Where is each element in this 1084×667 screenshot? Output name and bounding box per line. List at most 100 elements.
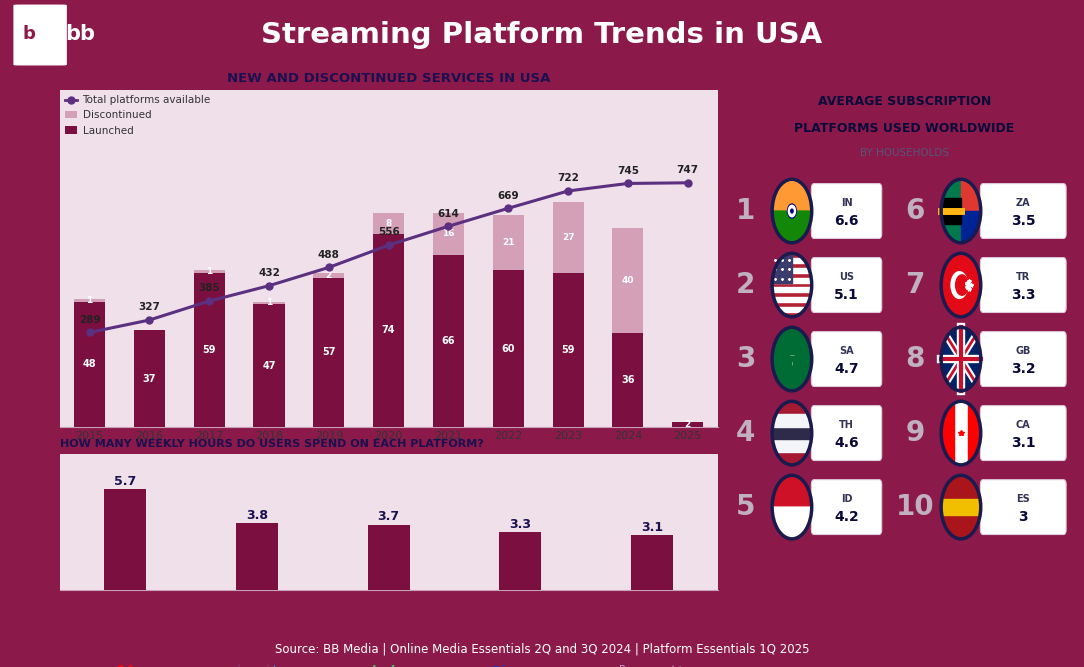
Text: 40: 40 [621,276,634,285]
Text: 4.7: 4.7 [835,362,859,376]
Title: NEW AND DISCONTINUED SERVICES IN USA: NEW AND DISCONTINUED SERVICES IN USA [227,72,551,85]
Text: 385: 385 [198,283,220,293]
Text: SA: SA [839,346,854,356]
Polygon shape [772,258,812,263]
Text: bb: bb [65,23,95,43]
Text: 48: 48 [82,360,96,370]
Text: 1: 1 [736,197,756,225]
Circle shape [941,476,981,539]
Text: HOW MANY WEEKLY HOURS DO USERS SPEND ON EACH PLATFORM?: HOW MANY WEEKLY HOURS DO USERS SPEND ON … [60,439,483,449]
Circle shape [941,253,981,317]
Text: 37: 37 [143,374,156,384]
Text: |: | [791,362,792,366]
Polygon shape [772,414,812,427]
FancyBboxPatch shape [812,480,881,534]
FancyBboxPatch shape [980,406,1066,460]
Text: 8: 8 [905,345,925,373]
Polygon shape [968,402,981,465]
Text: 614: 614 [438,209,460,219]
Text: CA: CA [1016,420,1031,430]
Text: 7: 7 [905,271,925,299]
Bar [254,304,284,427]
FancyBboxPatch shape [980,480,1066,534]
Bar [373,233,404,427]
Text: 8: 8 [386,219,391,227]
FancyBboxPatch shape [980,257,1066,312]
Circle shape [951,271,968,298]
Text: 745: 745 [617,165,638,175]
Text: 3.1: 3.1 [1010,436,1035,450]
Bar [133,330,165,427]
Bar [631,535,673,590]
Bar [74,301,105,427]
Bar [313,278,345,427]
Text: 327: 327 [139,302,160,312]
Text: —: — [789,354,795,358]
Polygon shape [772,440,812,452]
Text: 1: 1 [87,295,92,305]
Text: ID: ID [841,494,852,504]
Text: 74: 74 [382,325,396,336]
Circle shape [941,402,981,465]
Polygon shape [772,297,812,302]
Bar [367,524,410,590]
Text: 59: 59 [562,345,575,355]
Text: 3: 3 [1018,510,1028,524]
Bar [772,253,792,283]
Bar [194,270,224,273]
Text: IN: IN [841,198,852,208]
Polygon shape [772,287,812,292]
Text: 47: 47 [262,361,275,371]
Text: Streaming Platform Trends in USA: Streaming Platform Trends in USA [261,21,823,49]
FancyBboxPatch shape [812,331,881,386]
Bar [254,301,284,304]
Text: prime video: prime video [227,666,288,667]
Text: 3.7: 3.7 [377,510,400,524]
Text: 66: 66 [441,336,455,346]
Text: 5.7: 5.7 [114,475,137,488]
Polygon shape [941,198,960,223]
Text: 1: 1 [206,267,212,276]
Text: 289: 289 [79,315,101,325]
Circle shape [772,253,812,317]
Text: 2: 2 [685,420,691,429]
Text: 6.6: 6.6 [835,214,859,228]
Circle shape [772,327,812,391]
Polygon shape [772,211,812,243]
FancyBboxPatch shape [812,406,881,460]
Circle shape [772,476,812,539]
Text: 722: 722 [557,173,579,183]
Text: ZA: ZA [1016,198,1031,208]
Circle shape [790,209,793,213]
Text: 488: 488 [318,249,339,259]
Text: 4: 4 [736,419,756,447]
FancyBboxPatch shape [812,257,881,312]
Bar [553,273,583,427]
Text: AVERAGE SUBSCRIPTION: AVERAGE SUBSCRIPTION [818,95,991,108]
Legend: Total platforms available, Discontinued, Launched: Total platforms available, Discontinued,… [65,95,210,135]
Text: 4.2: 4.2 [835,510,859,524]
Text: 57: 57 [322,348,336,358]
Bar [493,215,524,270]
Bar [433,255,464,427]
Text: 3.2: 3.2 [1010,362,1035,376]
Bar [672,422,704,427]
Text: 59: 59 [203,345,216,355]
FancyBboxPatch shape [14,5,66,65]
Text: 3.8: 3.8 [246,509,268,522]
Circle shape [772,402,812,465]
Polygon shape [772,307,812,312]
Bar [433,213,464,255]
Text: PLATFORMS USED WORLDWIDE: PLATFORMS USED WORLDWIDE [795,122,1015,135]
Text: 432: 432 [258,268,280,278]
Polygon shape [772,268,812,273]
Text: 1: 1 [266,298,272,307]
FancyBboxPatch shape [812,183,881,238]
Text: 36: 36 [621,375,634,385]
Bar [373,213,404,233]
Text: 3.5: 3.5 [1010,214,1035,228]
Bar [236,523,279,590]
Circle shape [941,327,981,391]
Circle shape [956,275,968,295]
Text: US: US [839,272,854,282]
